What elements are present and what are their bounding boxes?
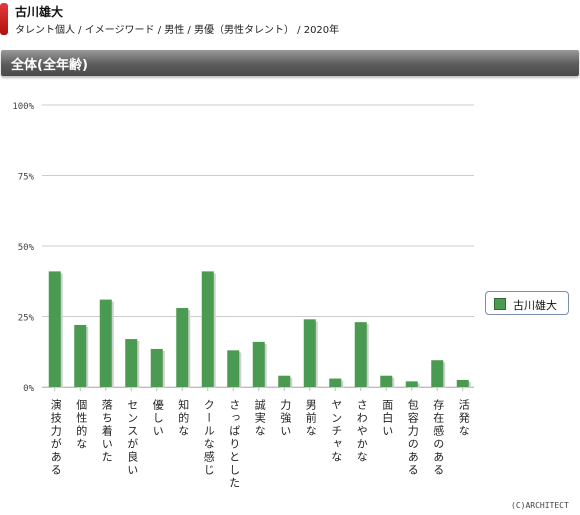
bar [48,271,61,387]
x-category-label: 知的な [177,398,190,438]
x-category-label: センスが良い [126,399,139,477]
bar [252,341,265,387]
legend-label: 古川雄大 [513,299,557,312]
y-tick-label: 100% [12,102,34,112]
bar [125,339,138,387]
x-category-label: 存在感のある [432,398,445,477]
bar [99,299,112,387]
section-title: 全体(全年齢) [11,58,88,73]
bar [201,271,214,387]
x-category-label: ヤンチャな [330,399,343,464]
x-category-label: 力強い [279,399,292,438]
y-tick-label: 50% [18,243,35,253]
bar [74,324,87,387]
talent-name: 古川雄大 [15,5,64,19]
bar [278,375,291,387]
y-tick-label: 0% [23,384,34,394]
x-category-label: 包容力のある [406,399,419,477]
y-tick-label: 75% [18,173,35,183]
bar-chart: 0% 25% 50% 75% 100% 演技力がある 個性的な 落ち着いた センスが良い 優しい知… [12,102,474,490]
bar [456,379,469,387]
x-category-label: 面白い [381,399,394,438]
x-category-label: 落ち着いた [100,399,113,464]
bar [150,348,163,387]
x-category-label: さっぱりとした [228,399,241,490]
x-category-label: 個性的な [75,399,88,451]
y-tick-label: 25% [18,314,35,324]
breadcrumb: タレント個人 / イメージワード / 男性 / 男優（男性タレント） / 202… [15,25,340,36]
header-red-marker [0,3,8,35]
x-category-label: 誠実な [253,399,266,438]
bar [354,322,367,387]
x-category-label: 優しい [151,399,164,438]
x-category-label: 活発な [457,399,470,438]
x-category-label: 演技力がある [49,398,62,477]
x-category-label: クールな感じ [202,399,215,477]
bar [329,378,342,387]
bar [303,319,316,387]
section-band: 全体(全年齢) [1,50,579,76]
copyright: (C)ARCHITECT [511,501,569,510]
legend-swatch [494,298,506,310]
bar [380,375,393,387]
bar [176,308,189,387]
x-category-label: さわやかな [355,399,368,464]
bar [227,350,240,387]
bar [405,381,418,387]
x-category-label: 男前な [304,399,317,438]
legend: 古川雄大 [485,291,569,315]
bar [431,360,444,387]
